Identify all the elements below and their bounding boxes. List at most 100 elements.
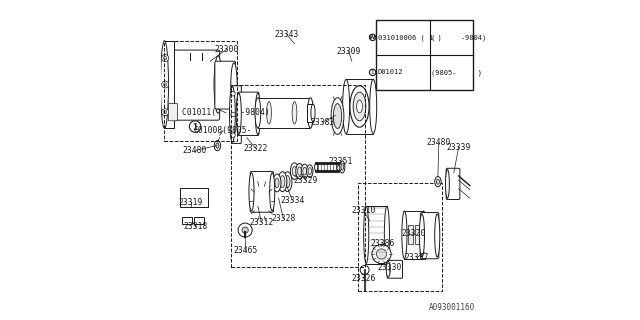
Ellipse shape xyxy=(255,93,260,134)
Ellipse shape xyxy=(419,214,424,257)
Ellipse shape xyxy=(273,174,281,192)
Ellipse shape xyxy=(445,170,449,198)
Text: 23322: 23322 xyxy=(243,144,268,153)
Ellipse shape xyxy=(230,87,236,142)
Ellipse shape xyxy=(342,79,349,133)
Text: 23310: 23310 xyxy=(351,206,376,215)
Text: 23465: 23465 xyxy=(234,246,259,255)
Ellipse shape xyxy=(283,172,292,192)
Text: 23337: 23337 xyxy=(404,253,429,262)
Ellipse shape xyxy=(249,173,254,211)
Text: (      -9804): ( -9804) xyxy=(431,34,486,41)
Text: 1: 1 xyxy=(193,123,198,132)
Ellipse shape xyxy=(269,173,275,211)
Circle shape xyxy=(238,223,252,237)
Ellipse shape xyxy=(385,206,390,264)
Ellipse shape xyxy=(435,177,441,187)
Bar xyxy=(307,104,313,122)
Ellipse shape xyxy=(364,206,369,264)
Text: C01011(     -9804): C01011( -9804) xyxy=(182,108,270,117)
Ellipse shape xyxy=(340,161,345,173)
Ellipse shape xyxy=(356,100,362,113)
Circle shape xyxy=(369,34,376,41)
Text: 23330: 23330 xyxy=(377,263,402,272)
FancyBboxPatch shape xyxy=(215,61,236,109)
FancyBboxPatch shape xyxy=(167,50,220,120)
Ellipse shape xyxy=(337,163,340,171)
FancyBboxPatch shape xyxy=(420,212,439,259)
Text: 23309: 23309 xyxy=(337,47,361,56)
Bar xyxy=(408,225,413,244)
Ellipse shape xyxy=(292,167,297,176)
Bar xyxy=(366,206,387,264)
Ellipse shape xyxy=(298,167,301,175)
Ellipse shape xyxy=(402,211,407,259)
Ellipse shape xyxy=(278,172,287,192)
Text: A093001160: A093001160 xyxy=(429,303,476,312)
Circle shape xyxy=(369,69,376,76)
Circle shape xyxy=(162,109,169,116)
Bar xyxy=(231,85,365,267)
Text: 23328: 23328 xyxy=(271,214,296,223)
Text: 23326: 23326 xyxy=(352,274,376,283)
Ellipse shape xyxy=(301,164,308,178)
Ellipse shape xyxy=(333,104,342,128)
Ellipse shape xyxy=(307,165,313,178)
Ellipse shape xyxy=(208,61,215,84)
Bar xyxy=(404,211,424,259)
Text: 1: 1 xyxy=(371,70,374,75)
Ellipse shape xyxy=(308,98,314,128)
Circle shape xyxy=(231,112,236,117)
Ellipse shape xyxy=(435,214,440,257)
Ellipse shape xyxy=(275,178,279,188)
Text: 23386: 23386 xyxy=(370,239,394,248)
Text: 23319: 23319 xyxy=(179,197,203,206)
Ellipse shape xyxy=(292,102,297,124)
Text: 23334: 23334 xyxy=(280,196,305,205)
Bar xyxy=(182,217,192,224)
Ellipse shape xyxy=(308,168,312,175)
Circle shape xyxy=(164,111,167,114)
Circle shape xyxy=(372,244,391,264)
Text: 23480: 23480 xyxy=(427,138,451,147)
Text: 23383: 23383 xyxy=(310,118,335,127)
Text: W: W xyxy=(369,35,376,40)
Ellipse shape xyxy=(214,56,222,113)
Ellipse shape xyxy=(255,98,260,128)
Ellipse shape xyxy=(303,167,307,175)
Bar xyxy=(415,225,420,244)
Ellipse shape xyxy=(387,261,390,277)
Text: 23329: 23329 xyxy=(294,176,318,185)
Circle shape xyxy=(242,227,248,233)
Circle shape xyxy=(164,83,167,86)
Ellipse shape xyxy=(236,93,241,134)
Bar xyxy=(258,98,310,128)
Bar xyxy=(346,79,373,133)
Ellipse shape xyxy=(341,164,344,170)
Text: 23351: 23351 xyxy=(328,157,353,166)
Text: D01012: D01012 xyxy=(378,69,403,76)
Text: 23312: 23312 xyxy=(249,218,273,227)
Circle shape xyxy=(162,81,169,88)
FancyBboxPatch shape xyxy=(250,172,273,212)
Ellipse shape xyxy=(331,98,344,134)
Ellipse shape xyxy=(291,163,299,180)
Text: 031010006 ( 1 ): 031010006 ( 1 ) xyxy=(378,34,442,41)
Text: (9805-     ): (9805- ) xyxy=(431,69,482,76)
Ellipse shape xyxy=(285,176,290,188)
Ellipse shape xyxy=(315,163,318,171)
FancyBboxPatch shape xyxy=(238,92,259,135)
Ellipse shape xyxy=(216,143,219,148)
Circle shape xyxy=(360,266,369,274)
Ellipse shape xyxy=(214,140,221,151)
Ellipse shape xyxy=(216,68,220,100)
Ellipse shape xyxy=(353,92,366,121)
Ellipse shape xyxy=(178,61,185,84)
Text: 23343: 23343 xyxy=(275,30,299,39)
Bar xyxy=(376,20,473,90)
Bar xyxy=(164,41,237,141)
Text: 23339: 23339 xyxy=(447,143,471,152)
Circle shape xyxy=(231,133,236,137)
Bar xyxy=(180,188,208,207)
Text: 23318: 23318 xyxy=(184,222,208,231)
